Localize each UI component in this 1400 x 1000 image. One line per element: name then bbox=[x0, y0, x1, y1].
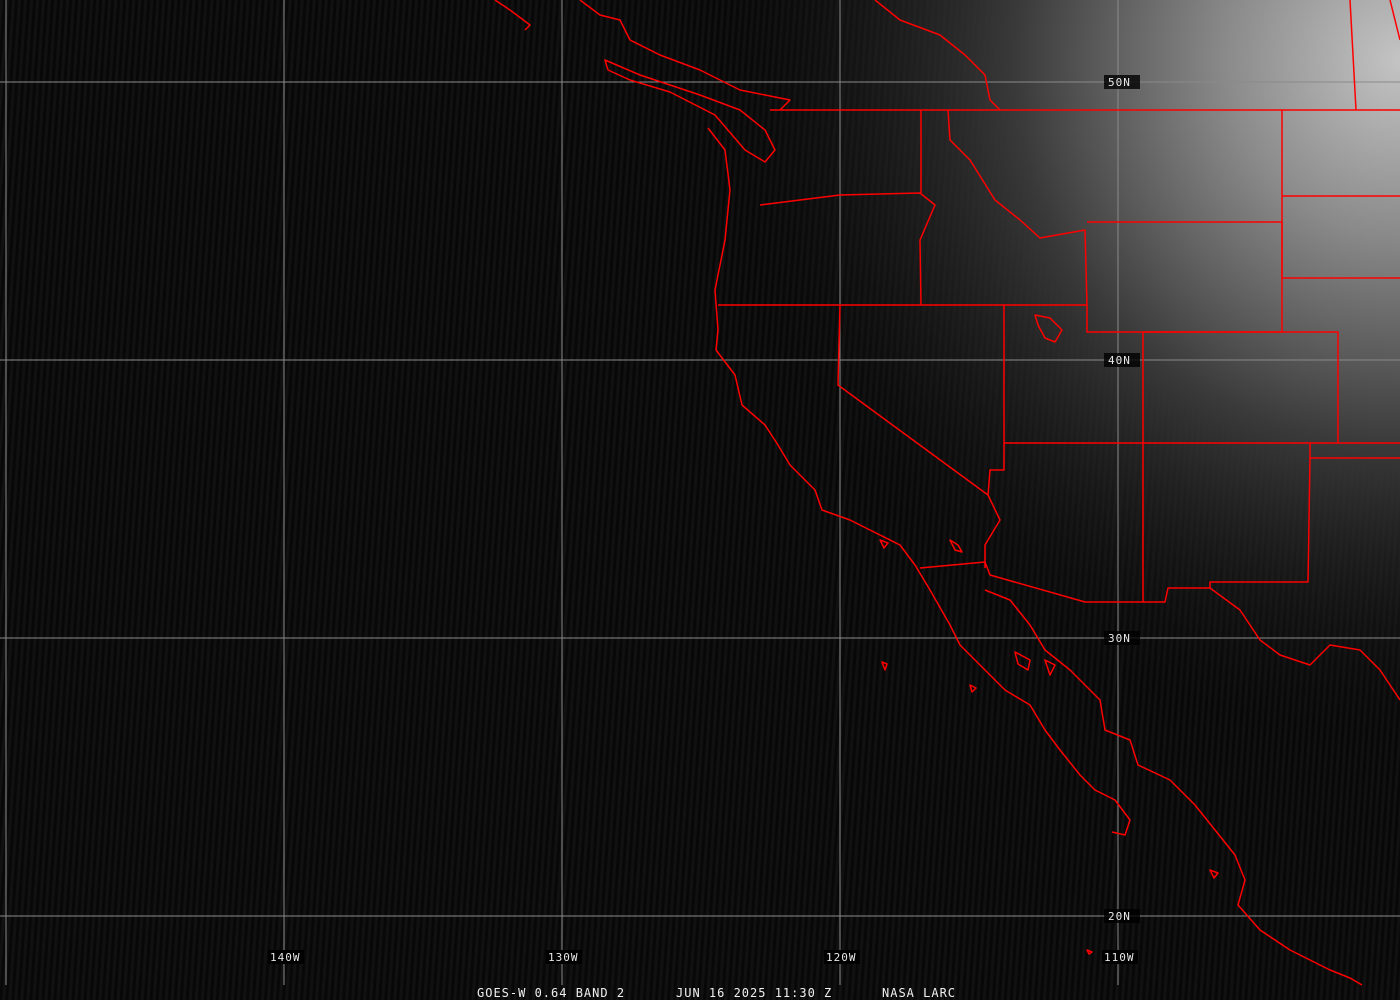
vancouver-island bbox=[604, 59, 776, 163]
montana-dakota-border bbox=[1281, 110, 1400, 279]
latitude-labels: 50N 40N 30N 20N bbox=[1104, 75, 1140, 923]
lat-label-20n: 20N bbox=[1108, 910, 1131, 923]
colorado-border bbox=[1143, 331, 1339, 443]
baja-bay-island bbox=[969, 684, 977, 693]
ca-az-border bbox=[984, 494, 1001, 568]
caption-bar: GOES-W 0.64 BAND 2 JUN 16 2025 11:30 Z N… bbox=[477, 986, 956, 1000]
us-mexico-border bbox=[919, 561, 1210, 603]
baja-east-coast bbox=[984, 589, 1363, 986]
caption-datetime: JUN 16 2025 11:30 Z bbox=[676, 986, 832, 1000]
caption-product: GOES-W 0.64 BAND 2 bbox=[477, 986, 625, 1000]
gulf-island bbox=[1014, 651, 1031, 671]
lon-label-110w: 110W bbox=[1104, 951, 1135, 964]
guadalupe-island bbox=[881, 661, 888, 671]
wa-or-border bbox=[759, 192, 936, 306]
longitude-labels: 140W 130W 120W 110W bbox=[268, 950, 1138, 964]
caption-source: NASA LARC bbox=[882, 986, 956, 1000]
id-mt-border bbox=[947, 109, 1088, 306]
gulf-island-2 bbox=[1044, 659, 1056, 676]
bc-coastline bbox=[494, 0, 531, 31]
channel-islands bbox=[879, 539, 889, 549]
canada-top-border bbox=[874, 0, 1001, 111]
tres-marias-island bbox=[1209, 869, 1219, 879]
salton-sea bbox=[949, 539, 963, 553]
us-west-coast bbox=[707, 127, 1131, 836]
bc-mainland-coast bbox=[579, 0, 791, 111]
province-border-2 bbox=[1389, 0, 1400, 41]
lon-label-120w: 120W bbox=[826, 951, 857, 964]
lat-label-30n: 30N bbox=[1108, 632, 1131, 645]
lon-label-140w: 140W bbox=[270, 951, 301, 964]
great-salt-lake bbox=[1034, 314, 1063, 343]
lon-label-130w: 130W bbox=[548, 951, 579, 964]
lat-label-40n: 40N bbox=[1108, 354, 1131, 367]
nm-tx-south-border bbox=[1209, 457, 1311, 588]
borders bbox=[494, 0, 1400, 986]
lat-label-50n: 50N bbox=[1108, 76, 1131, 89]
province-border bbox=[1349, 0, 1357, 111]
mexico-mainland-coast bbox=[1209, 587, 1400, 701]
revillagigedo-island bbox=[1086, 949, 1093, 955]
